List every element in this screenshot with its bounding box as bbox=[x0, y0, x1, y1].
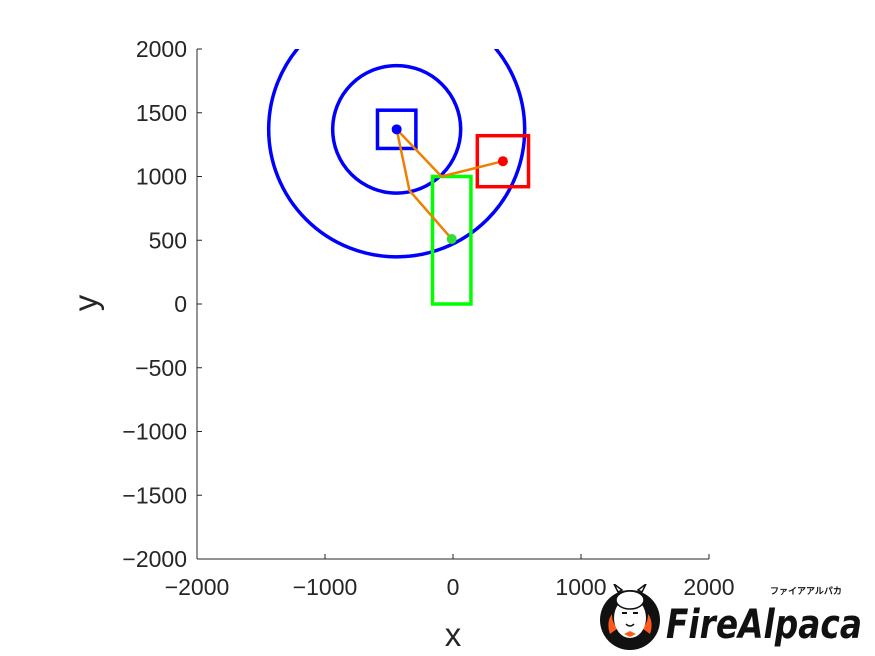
watermark-kana: ファイアアルパカ bbox=[770, 585, 842, 597]
y-tick-label: 2000 bbox=[136, 36, 187, 62]
y-tick-label: −2000 bbox=[122, 546, 187, 572]
blue-square bbox=[375, 108, 418, 151]
green-rectangle bbox=[430, 174, 473, 306]
x-tick-label: 0 bbox=[447, 574, 460, 600]
y-tick-label: 1500 bbox=[136, 100, 187, 126]
connector-polyline bbox=[395, 128, 504, 240]
x-ticks: −2000 −1000 0 1000 2000 bbox=[165, 554, 735, 600]
x-tick-label: 2000 bbox=[683, 574, 734, 600]
y-tick-label: 1000 bbox=[136, 164, 187, 190]
y-ticks: −2000 −1500 −1000 −500 0 500 1000 1500 2000 bbox=[122, 36, 202, 572]
blue-point bbox=[391, 124, 402, 135]
watermark-text: FireAlpaca bbox=[666, 602, 862, 648]
inner-circle bbox=[330, 63, 463, 195]
axes: −2000 −1000 0 1000 2000 −2000 −1500 −1000 −500 0… bbox=[67, 36, 735, 653]
y-tick-label: 0 bbox=[174, 291, 187, 317]
red-square bbox=[475, 133, 531, 189]
x-axis-title: x bbox=[445, 616, 462, 653]
x-tick-label: −2000 bbox=[165, 574, 230, 600]
y-tick-label: −500 bbox=[135, 355, 187, 381]
x-tick-label: −1000 bbox=[293, 574, 358, 600]
y-tick-label: −1500 bbox=[122, 482, 187, 508]
y-tick-label: −1000 bbox=[122, 419, 187, 445]
alpaca-logo-icon bbox=[600, 584, 660, 650]
data-marks bbox=[266, 49, 531, 306]
outer-arc bbox=[266, 49, 527, 259]
y-axis-title: y bbox=[67, 294, 104, 311]
red-point bbox=[497, 156, 508, 167]
green-point bbox=[446, 233, 457, 244]
y-tick-label: 500 bbox=[149, 227, 187, 253]
firealpaca-watermark: ファイアアルパカ FireAlpaca bbox=[600, 584, 862, 650]
x-tick-label: 1000 bbox=[555, 574, 606, 600]
